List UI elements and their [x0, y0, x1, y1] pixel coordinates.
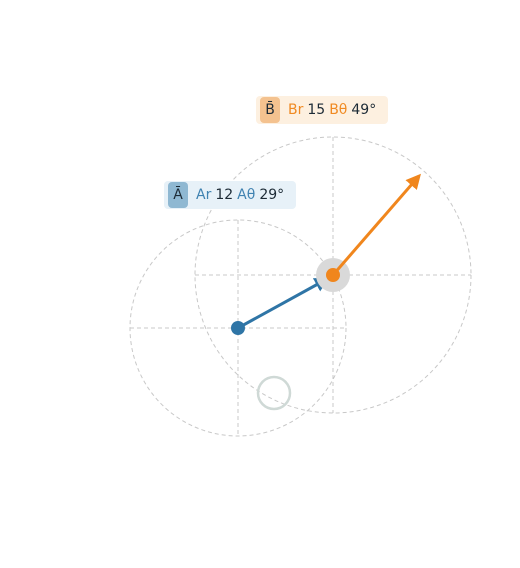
vector-a-theta-label: Aθ	[237, 187, 256, 203]
vector-b-r-value: 15	[307, 102, 326, 118]
vector-b-arrow	[331, 173, 421, 276]
vector-a-arrow	[237, 277, 330, 330]
guide-b	[194, 136, 472, 414]
vector-a-theta-value: 29°	[259, 187, 285, 203]
vector-b-theta-value: 49°	[351, 102, 377, 118]
vector-a-r-value: 12	[215, 187, 234, 203]
vector-a-label: Ā Ar 12 Aθ 29°	[164, 181, 297, 209]
vector-b-label: B̄ Br 15 Bθ 49°	[256, 96, 389, 124]
empty-ring-handle[interactable]	[256, 375, 292, 411]
vector-a-r-label: Ar	[196, 187, 212, 203]
vector-b-theta-label: Bθ	[329, 102, 348, 118]
vector-b-origin-dot[interactable]	[326, 268, 340, 282]
vector-a-tag: Ā	[168, 182, 188, 208]
vector-b-r-label: Br	[288, 102, 304, 118]
vector-b-tag: B̄	[260, 97, 280, 123]
vector-a-origin-handle[interactable]	[231, 321, 245, 335]
